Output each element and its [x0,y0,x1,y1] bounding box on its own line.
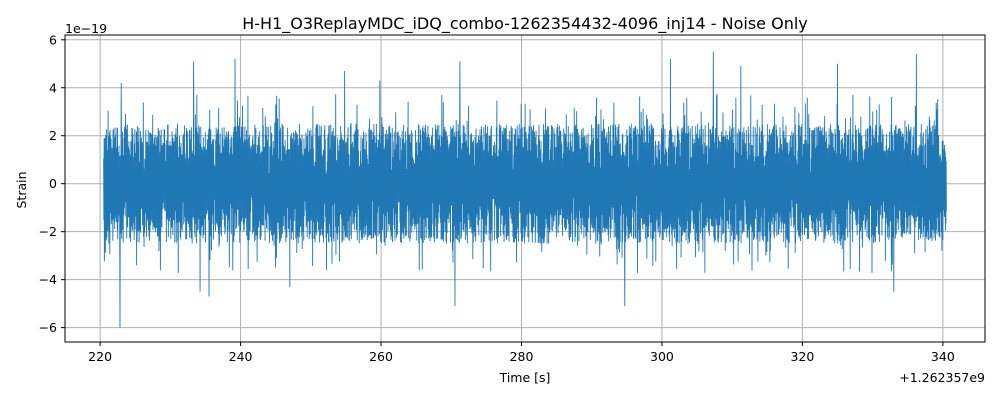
y-tick-label: −4 [39,272,57,287]
y-tick-label: −6 [39,320,57,335]
x-tick-label: 260 [369,349,393,364]
y-tick-label: 6 [49,32,57,47]
x-tick-label: 240 [229,349,253,364]
tick-layer: 220 240 260 280 300 320 340 −6 −4 −2 0 2 4 6 [39,32,955,364]
x-tick-label: 220 [88,349,112,364]
y-scale-label: 1e−19 [65,21,107,36]
y-tick-label: 2 [49,128,57,143]
y-axis-label: Strain [14,171,29,208]
y-tick-label: 0 [49,176,57,191]
strain-series-line [103,51,947,328]
x-tick-label: 320 [790,349,814,364]
x-tick-label: 300 [650,349,674,364]
x-offset-label: +1.262357e9 [899,370,985,385]
x-tick-label: 280 [510,349,534,364]
chart-title: H-H1_O3ReplayMDC_iDQ_combo-1262354432-40… [242,14,808,34]
y-tick-label: −2 [39,224,57,239]
x-tick-label: 340 [931,349,955,364]
plot-frame [64,34,986,343]
y-tick-label: 4 [49,80,57,95]
data-layer [103,51,947,328]
x-axis-label: Time [s] [499,370,551,385]
